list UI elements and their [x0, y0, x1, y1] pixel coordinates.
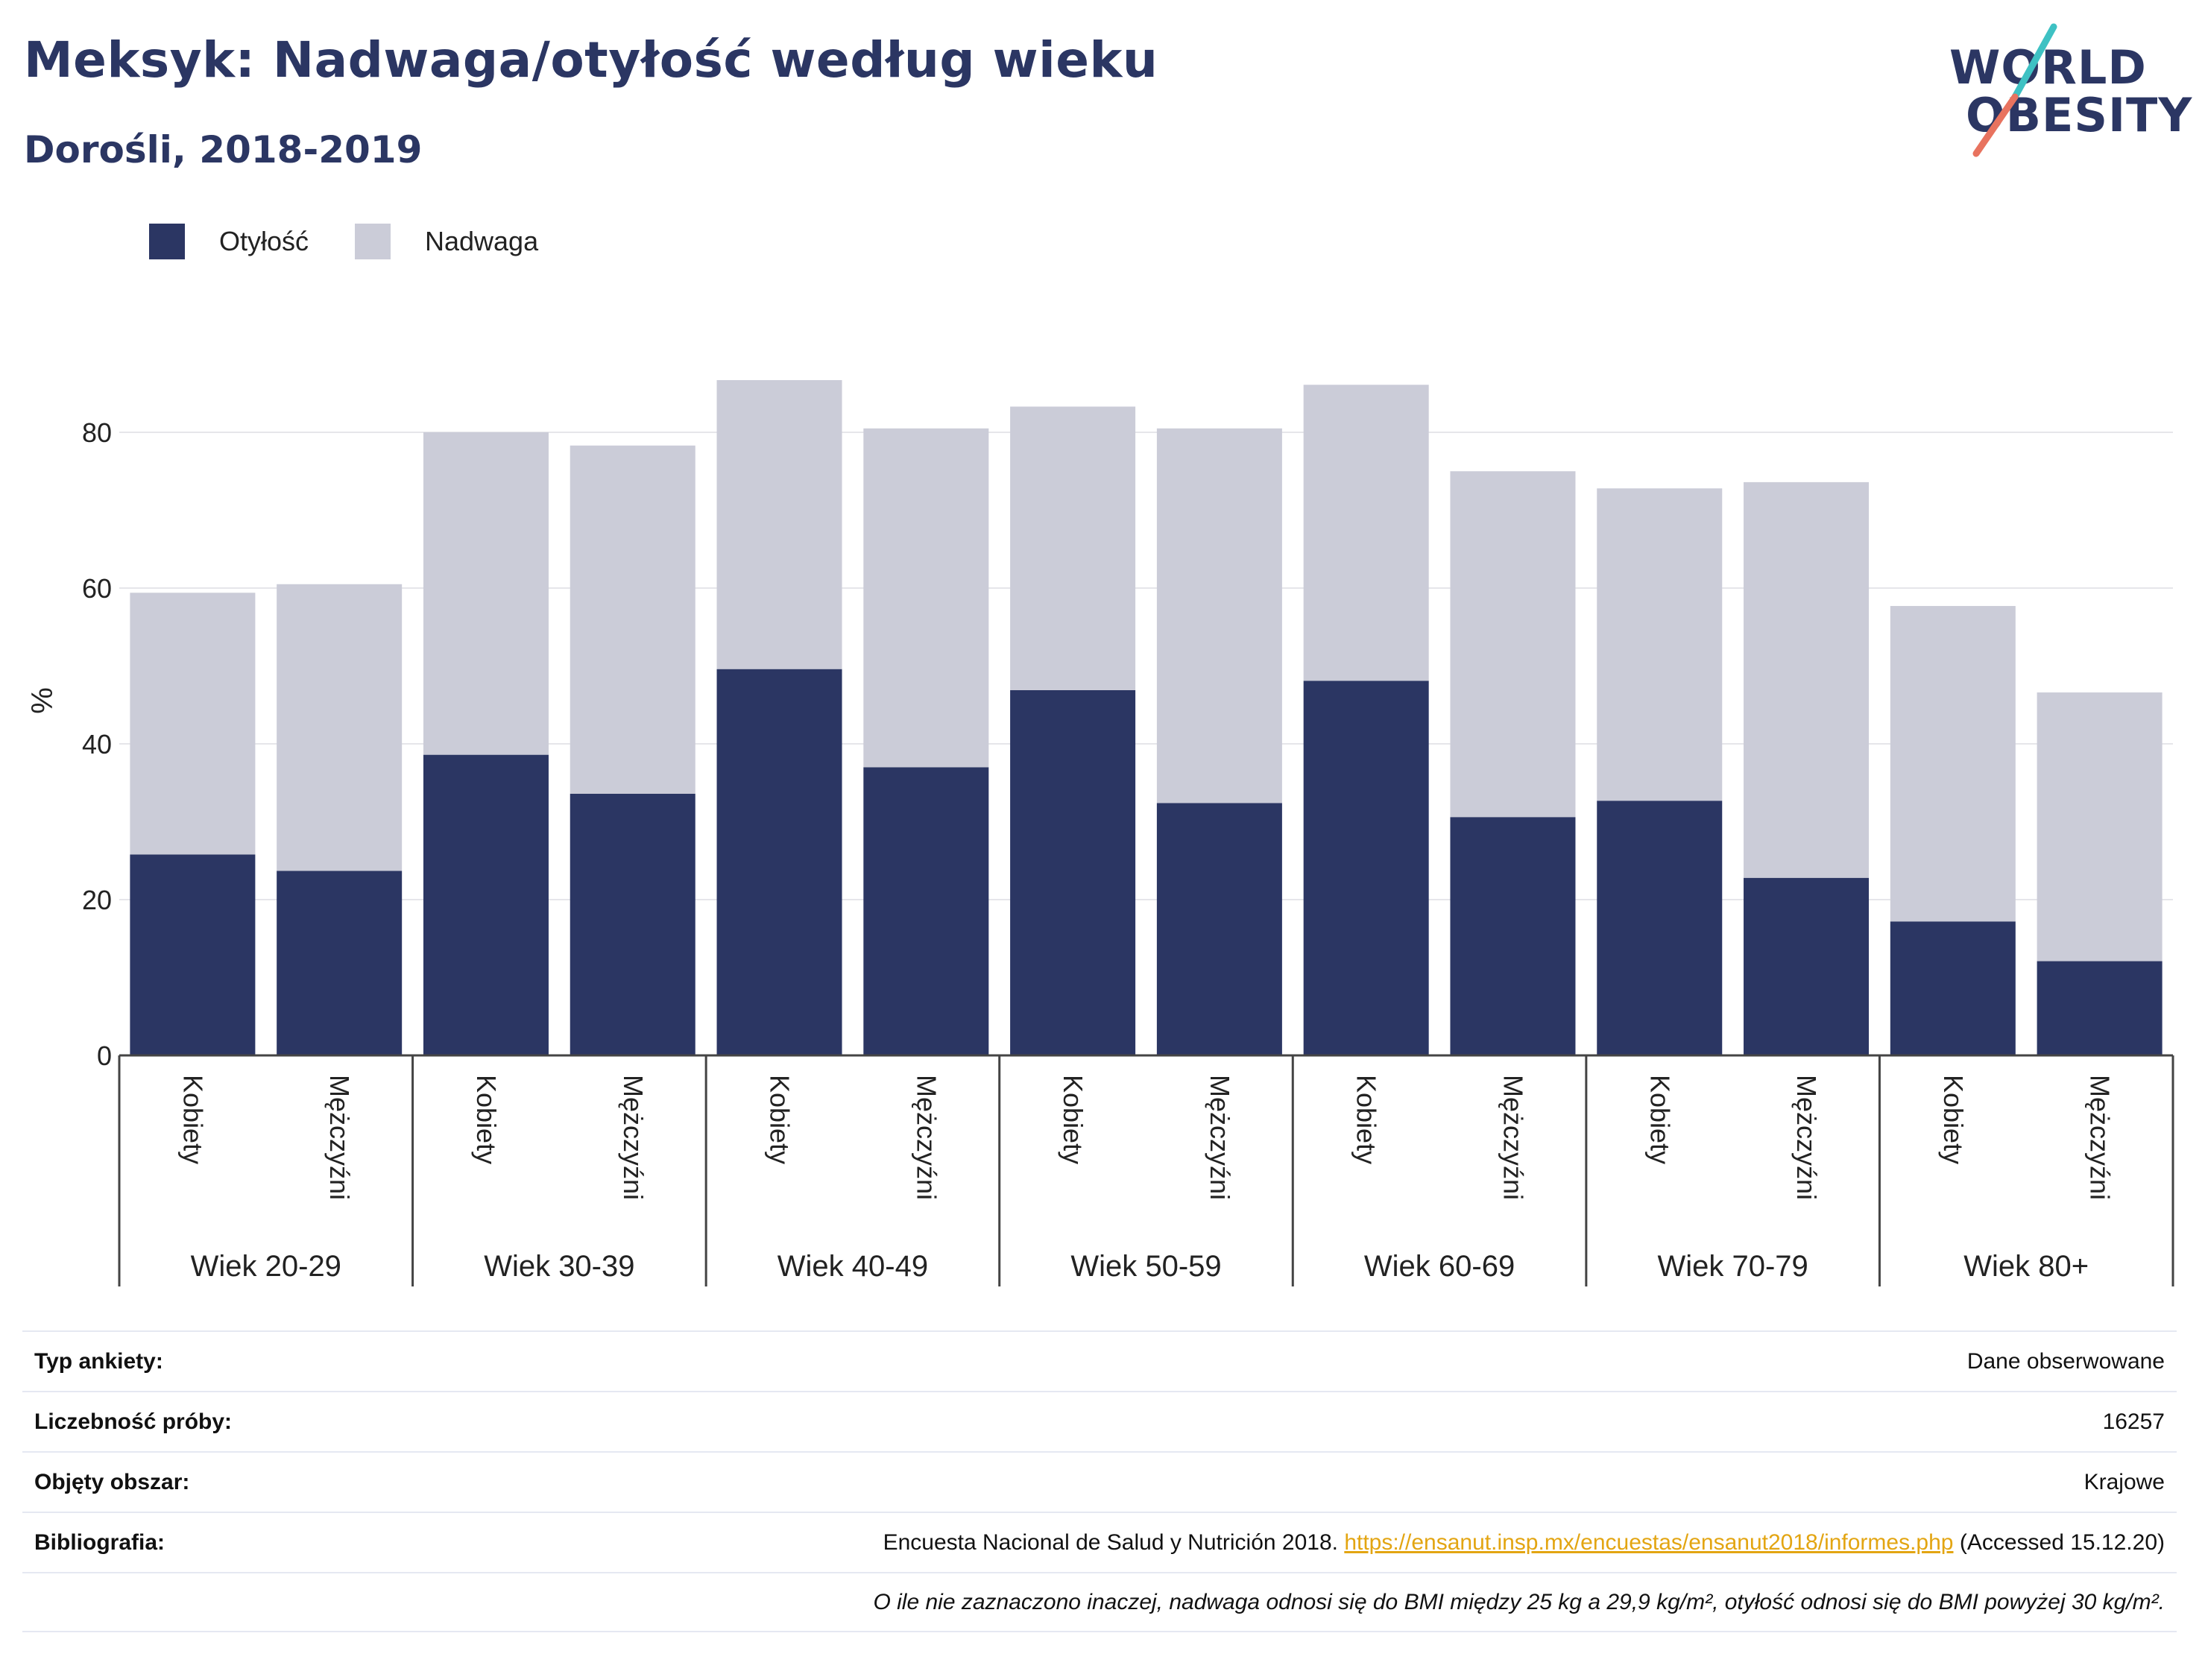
x-subcategory-label: Kobiety	[177, 1075, 208, 1164]
bar-obesity	[277, 871, 403, 1055]
bar-overweight	[863, 428, 989, 768]
info-table: Typ ankiety: Dane obserwowane Liczebność…	[22, 1330, 2177, 1632]
x-subcategory-label: Mężczyźni	[1205, 1075, 1235, 1200]
bar-obesity	[1450, 817, 1576, 1055]
x-subcategory-label: Mężczyźni	[1498, 1075, 1528, 1200]
bibliography-link[interactable]: https://ensanut.insp.mx/encuestas/ensanu…	[1344, 1529, 1954, 1555]
bar-overweight	[1890, 606, 2016, 922]
legend-swatch-obesity	[149, 224, 185, 259]
bar-overweight	[1744, 481, 1870, 878]
bibliography-value: Encuesta Nacional de Salud y Nutrición 2…	[883, 1530, 2165, 1556]
chart-subtitle: Dorośli, 2018-2019	[24, 128, 423, 171]
x-subcategory-label: Kobiety	[765, 1075, 795, 1164]
logo-line-1: WORLD	[1949, 40, 2147, 95]
bar-obesity	[423, 754, 549, 1055]
bar-overweight	[1010, 406, 1136, 690]
legend-item-overweight[interactable]: Nadwaga	[355, 224, 538, 259]
info-row-survey-type: Typ ankiety: Dane obserwowane	[22, 1330, 2177, 1391]
x-subcategory-label: Kobiety	[1644, 1075, 1675, 1164]
info-row-bibliography: Bibliografia: Encuesta Nacional de Salud…	[22, 1512, 2177, 1572]
x-group-label: Wiek 50-59	[1070, 1250, 1221, 1283]
chart-title: Meksyk: Nadwaga/otyłość według wieku	[24, 31, 1158, 89]
y-tick-label: 40	[82, 729, 112, 760]
bar-obesity	[570, 793, 695, 1055]
bar-obesity	[1744, 877, 1870, 1055]
x-subcategory-label: Mężczyźni	[911, 1075, 941, 1200]
bar-obesity	[2037, 961, 2163, 1055]
legend-swatch-overweight	[355, 224, 391, 259]
bar-chart: 0 20 40 60 80% Kobiety Mężczyźni Kobiety Mężczyź…	[26, 379, 2174, 1286]
y-axis-label: %	[26, 687, 59, 714]
bar-obesity	[1890, 921, 2016, 1055]
x-subcategory-label: Kobiety	[1938, 1075, 1969, 1164]
bar-obesity	[716, 669, 842, 1055]
x-group-label: Wiek 80+	[1963, 1250, 2089, 1283]
x-group-label: Wiek 20-29	[191, 1250, 341, 1283]
info-label: Bibliografia:	[34, 1529, 165, 1555]
bmi-note: O ile nie zaznaczono inaczej, nadwaga od…	[873, 1589, 2165, 1614]
bibliography-accessed: (Accessed 15.12.20)	[1953, 1529, 2165, 1555]
bar-obesity	[1156, 803, 1282, 1055]
info-value: Dane obserwowane	[1966, 1348, 2165, 1374]
x-group-label: Wiek 60-69	[1364, 1250, 1515, 1283]
x-group-label: Wiek 70-79	[1657, 1250, 1808, 1283]
info-row-note: O ile nie zaznaczono inaczej, nadwaga od…	[22, 1572, 2177, 1632]
x-subcategory-label: Mężczyźni	[1791, 1075, 1822, 1200]
info-value: Krajowe	[2083, 1469, 2165, 1494]
bar-overweight	[716, 379, 842, 669]
bar-overweight	[1156, 428, 1282, 803]
y-tick-label: 80	[82, 417, 112, 448]
info-row-sample-size: Liczebność próby: 16257	[22, 1391, 2177, 1451]
x-subcategory-label: Mężczyźni	[2085, 1075, 2116, 1200]
info-value: 16257	[2102, 1409, 2165, 1434]
bar-obesity	[1597, 800, 1723, 1055]
info-row-area: Objęty obszar: Krajowe	[22, 1451, 2177, 1512]
bar-overweight	[2037, 692, 2163, 961]
info-label: Typ ankiety:	[34, 1348, 163, 1374]
info-label: Liczebność próby:	[34, 1409, 233, 1434]
legend-label-obesity: Otyłość	[219, 226, 309, 256]
bar-overweight	[423, 432, 549, 755]
logo-slash-icon	[1972, 23, 2057, 157]
bar-obesity	[1303, 680, 1429, 1055]
x-group-label: Wiek 30-39	[484, 1250, 634, 1283]
info-label: Objęty obszar:	[34, 1469, 190, 1494]
bar-overweight	[1303, 385, 1429, 681]
world-obesity-logo: WORLD OBESITY	[1934, 22, 2192, 160]
y-tick-label: 20	[82, 885, 112, 915]
x-subcategory-label: Kobiety	[471, 1075, 502, 1164]
bar-overweight	[1597, 488, 1723, 801]
x-subcategory-label: Kobiety	[1058, 1075, 1088, 1164]
bar-obesity	[1010, 689, 1136, 1055]
x-subcategory-label: Mężczyźni	[324, 1075, 355, 1200]
bar-overweight	[130, 593, 256, 855]
x-subcategory-label: Kobiety	[1351, 1075, 1382, 1164]
y-tick-label: 0	[97, 1040, 112, 1071]
bar-obesity	[130, 854, 256, 1055]
bar-obesity	[863, 767, 989, 1055]
legend-item-obesity[interactable]: Otyłość	[149, 224, 309, 259]
y-tick-label: 60	[82, 573, 112, 604]
x-subcategory-label: Mężczyźni	[618, 1075, 649, 1200]
x-group-label: Wiek 40-49	[777, 1250, 928, 1283]
bibliography-text: Encuesta Nacional de Salud y Nutrición 2…	[883, 1529, 1345, 1555]
bar-overweight	[277, 584, 403, 871]
bar-overweight	[570, 445, 695, 794]
bar-overweight	[1450, 471, 1576, 818]
legend-label-overweight: Nadwaga	[425, 226, 539, 256]
